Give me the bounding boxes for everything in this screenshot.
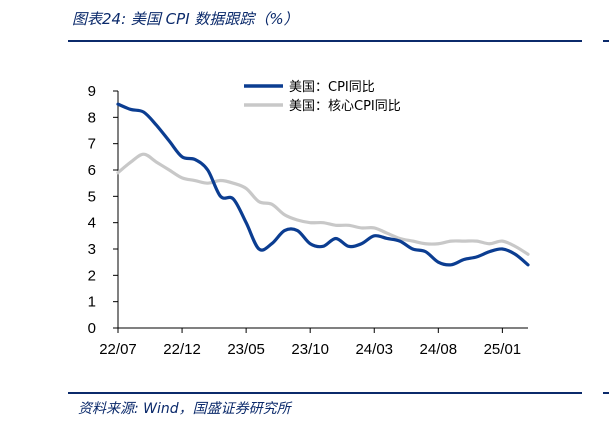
x-tick-label: 24/03 [355,341,393,358]
x-tick-label: 23/10 [291,341,329,358]
series-line-cpi [116,102,530,267]
y-tick-label: 4 [88,215,96,232]
legend-label: 美国：CPI同比 [289,80,375,95]
x-tick-label: 22/12 [163,341,201,358]
y-tick-label: 8 [88,109,96,126]
header-rule-right-mark [603,40,609,42]
footer-rule [68,392,582,394]
footer-rule-right-mark [603,392,609,394]
y-tick-label: 5 [88,188,96,205]
y-tick-label: 3 [88,241,96,258]
header-rule [68,40,582,42]
source-note: 资料来源: Wind，国盛证券研究所 [78,401,291,417]
chart-axes: 0 1 2 3 4 5 6 7 8 9 22/07 22/12 23/05 23/10 24/03 24/08… [88,83,528,358]
x-tick-label: 23/05 [227,341,265,358]
y-tick-label: 7 [88,136,96,153]
series-line-core-cpi [116,152,530,256]
chart-lines [116,102,530,267]
y-tick-label: 9 [88,83,96,100]
legend-label: 美国：核心CPI同比 [289,99,401,114]
y-tick-label: 1 [88,294,96,311]
figure-title: 图表24: 美国 CPI 数据跟踪（%） [72,10,299,28]
x-tick-label: 24/08 [420,341,458,358]
y-tick-label: 2 [88,267,96,284]
y-tick-label: 0 [88,320,96,337]
x-tick-label: 22/07 [99,341,137,358]
y-tick-label: 6 [88,162,96,179]
x-tick-label: 25/01 [484,341,522,358]
